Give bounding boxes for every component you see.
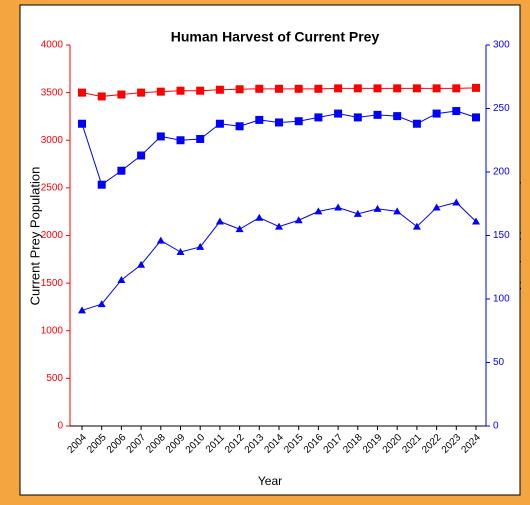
marker	[373, 110, 382, 119]
marker	[294, 216, 303, 224]
y2-tick-label: 200	[493, 167, 510, 178]
marker	[334, 109, 343, 118]
y-tick-label: 3500	[41, 87, 64, 98]
marker	[432, 203, 441, 211]
marker	[334, 84, 343, 93]
marker	[137, 260, 146, 268]
marker	[97, 180, 106, 189]
y-tick-label: 0	[57, 421, 63, 432]
y2-tick-label: 150	[493, 230, 510, 241]
marker	[117, 166, 126, 175]
marker	[412, 119, 421, 128]
y2-tick-label: 50	[493, 357, 505, 368]
marker	[156, 132, 165, 141]
marker	[255, 84, 264, 93]
marker	[432, 109, 441, 118]
marker	[196, 86, 205, 95]
marker	[235, 122, 244, 131]
marker	[78, 306, 86, 314]
y-tick-label: 4000	[41, 40, 64, 51]
marker	[373, 204, 382, 212]
marker	[117, 275, 126, 283]
y-axis-label: Current Prey Population	[27, 167, 42, 306]
marker	[137, 88, 146, 97]
marker	[255, 115, 264, 124]
chart-title: Human Harvest of Current Prey	[171, 29, 380, 45]
y-tick-label: 2000	[41, 230, 64, 241]
marker	[137, 151, 146, 160]
marker	[156, 87, 165, 96]
marker	[176, 136, 185, 145]
marker	[472, 113, 480, 122]
y2-tick-label: 100	[493, 294, 510, 305]
y-tick-label: 2500	[41, 183, 64, 194]
marker	[393, 84, 402, 93]
marker	[275, 84, 283, 93]
marker	[294, 84, 303, 93]
marker	[275, 118, 283, 127]
marker	[235, 225, 244, 233]
marker	[215, 85, 224, 94]
marker	[156, 236, 165, 244]
marker	[196, 134, 205, 143]
frame-edge	[521, 0, 530, 505]
marker	[314, 113, 323, 122]
marker	[97, 300, 106, 308]
marker	[97, 92, 106, 101]
marker	[393, 207, 402, 215]
marker	[334, 203, 343, 211]
marker	[255, 213, 264, 221]
marker	[176, 86, 185, 95]
marker	[294, 117, 303, 126]
marker	[353, 113, 362, 122]
marker	[215, 217, 224, 225]
y-tick-label: 1500	[41, 278, 64, 289]
marker	[176, 248, 185, 256]
y2-tick-label: 300	[493, 40, 510, 51]
chart-area	[19, 4, 521, 496]
marker	[452, 84, 461, 93]
marker	[412, 222, 421, 230]
marker	[373, 84, 382, 93]
marker	[353, 209, 362, 217]
marker	[412, 84, 421, 93]
marker	[353, 84, 362, 93]
marker	[78, 119, 86, 128]
marker	[235, 85, 244, 94]
y-tick-label: 3000	[41, 135, 64, 146]
y-tick-label: 500	[46, 373, 63, 384]
marker	[393, 112, 402, 121]
marker	[432, 84, 441, 93]
marker	[117, 90, 126, 99]
marker	[472, 83, 480, 92]
marker	[215, 119, 224, 128]
marker	[452, 107, 461, 116]
marker	[452, 198, 461, 206]
marker	[275, 222, 283, 230]
marker	[314, 84, 323, 93]
y-tick-label: 1000	[41, 325, 64, 336]
y2-tick-label: 250	[493, 103, 510, 114]
x-axis-label: Year	[258, 474, 282, 488]
marker	[314, 207, 323, 215]
y2-tick-label: 0	[493, 421, 499, 432]
marker	[78, 88, 86, 97]
marker	[472, 217, 480, 225]
marker	[196, 242, 205, 250]
